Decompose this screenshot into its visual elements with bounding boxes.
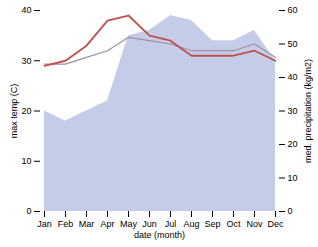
svg-text:Sep: Sep — [204, 219, 220, 229]
svg-text:Feb: Feb — [58, 219, 74, 229]
svg-text:Apr: Apr — [100, 219, 114, 229]
svg-text:Jun: Jun — [142, 219, 157, 229]
svg-text:30: 30 — [288, 106, 298, 116]
svg-text:40: 40 — [21, 5, 31, 15]
svg-text:60: 60 — [288, 5, 298, 15]
svg-text:date (month): date (month) — [134, 230, 185, 240]
svg-text:20: 20 — [21, 106, 31, 116]
svg-text:10: 10 — [21, 156, 31, 166]
svg-text:10: 10 — [288, 173, 298, 183]
svg-text:30: 30 — [21, 56, 31, 66]
svg-text:Dec: Dec — [267, 219, 284, 229]
svg-text:Jul: Jul — [165, 219, 177, 229]
svg-text:Mar: Mar — [79, 219, 95, 229]
svg-text:40: 40 — [288, 72, 298, 82]
svg-text:Nov: Nov — [246, 219, 263, 229]
svg-text:20: 20 — [288, 139, 298, 149]
svg-text:May: May — [120, 219, 138, 229]
svg-text:0: 0 — [26, 206, 31, 216]
svg-text:med. precipitation (kg/m2): med. precipitation (kg/m2) — [303, 59, 313, 163]
svg-text:Jan: Jan — [37, 219, 52, 229]
svg-text:max temp (C): max temp (C) — [9, 84, 19, 139]
svg-text:50: 50 — [288, 39, 298, 49]
svg-text:0: 0 — [288, 206, 293, 216]
svg-text:Oct: Oct — [226, 219, 241, 229]
svg-text:Aug: Aug — [183, 219, 199, 229]
